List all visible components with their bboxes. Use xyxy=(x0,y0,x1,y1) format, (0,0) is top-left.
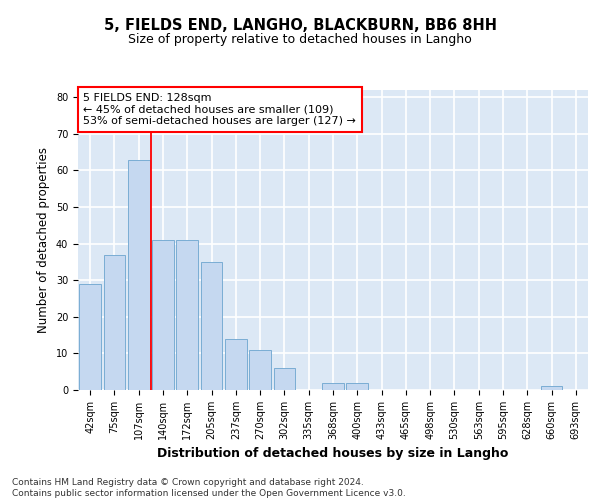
Text: 5 FIELDS END: 128sqm
← 45% of detached houses are smaller (109)
53% of semi-deta: 5 FIELDS END: 128sqm ← 45% of detached h… xyxy=(83,93,356,126)
Bar xyxy=(152,240,174,390)
Bar xyxy=(322,382,344,390)
X-axis label: Distribution of detached houses by size in Langho: Distribution of detached houses by size … xyxy=(157,448,509,460)
Bar xyxy=(128,160,149,390)
Text: Contains HM Land Registry data © Crown copyright and database right 2024.
Contai: Contains HM Land Registry data © Crown c… xyxy=(12,478,406,498)
Text: Size of property relative to detached houses in Langho: Size of property relative to detached ho… xyxy=(128,32,472,46)
Text: 5, FIELDS END, LANGHO, BLACKBURN, BB6 8HH: 5, FIELDS END, LANGHO, BLACKBURN, BB6 8H… xyxy=(104,18,497,32)
Bar xyxy=(104,254,125,390)
Bar xyxy=(176,240,198,390)
Bar xyxy=(200,262,223,390)
Bar xyxy=(225,339,247,390)
Bar xyxy=(274,368,295,390)
Bar xyxy=(346,382,368,390)
Bar xyxy=(79,284,101,390)
Bar xyxy=(249,350,271,390)
Y-axis label: Number of detached properties: Number of detached properties xyxy=(37,147,50,333)
Bar xyxy=(541,386,562,390)
